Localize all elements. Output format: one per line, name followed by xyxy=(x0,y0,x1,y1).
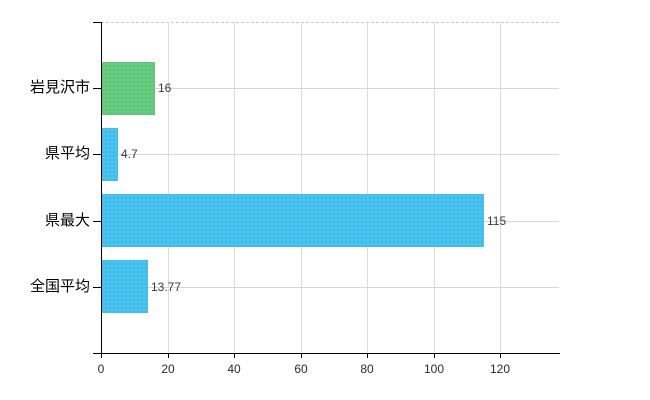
x-tick-label-40: 40 xyxy=(227,362,241,376)
category-label-0: 岩見沢市 xyxy=(29,79,90,96)
value-label-2: 115 xyxy=(487,214,507,228)
x-gridline-60 xyxy=(301,22,302,353)
x-axis-tick-20 xyxy=(168,353,169,358)
x-gridline-80 xyxy=(367,22,368,353)
x-axis-tick-120 xyxy=(500,353,501,358)
x-axis-line xyxy=(93,353,560,354)
x-tick-label-60: 60 xyxy=(294,362,308,376)
x-axis-tick-40 xyxy=(234,353,235,358)
value-label-0: 16 xyxy=(158,81,172,95)
y-axis-tick-3 xyxy=(93,287,101,288)
y-axis-tick-0 xyxy=(93,88,101,89)
value-label-3: 13.77 xyxy=(151,280,182,294)
plot-top-boundary xyxy=(101,22,559,23)
x-axis-tick-80 xyxy=(367,353,368,358)
x-tick-label-20: 20 xyxy=(161,362,175,376)
y-axis-line xyxy=(101,22,102,358)
bar-3 xyxy=(102,260,148,313)
x-axis-tick-60 xyxy=(301,353,302,358)
x-tick-label-80: 80 xyxy=(360,362,374,376)
category-label-1: 県平均 xyxy=(44,145,90,162)
y-gridline-0 xyxy=(101,88,559,89)
x-gridline-100 xyxy=(434,22,435,353)
category-label-2: 県最大 xyxy=(44,212,90,229)
bar-1 xyxy=(102,128,118,181)
bar-2 xyxy=(102,194,484,247)
y-axis-tick-top xyxy=(93,22,101,23)
value-label-1: 4.7 xyxy=(121,147,138,161)
x-gridline-20 xyxy=(168,22,169,353)
bar-0 xyxy=(102,62,155,115)
x-tick-label-120: 120 xyxy=(489,362,511,376)
x-tick-label-100: 100 xyxy=(423,362,445,376)
category-label-3: 全国平均 xyxy=(29,278,90,295)
y-axis-tick-1 xyxy=(93,154,101,155)
x-axis-tick-100 xyxy=(434,353,435,358)
x-gridline-40 xyxy=(234,22,235,353)
x-gridline-120 xyxy=(500,22,501,353)
y-gridline-3 xyxy=(101,287,559,288)
y-axis-tick-2 xyxy=(93,221,101,222)
y-gridline-1 xyxy=(101,154,559,155)
x-tick-label-0: 0 xyxy=(97,362,105,376)
